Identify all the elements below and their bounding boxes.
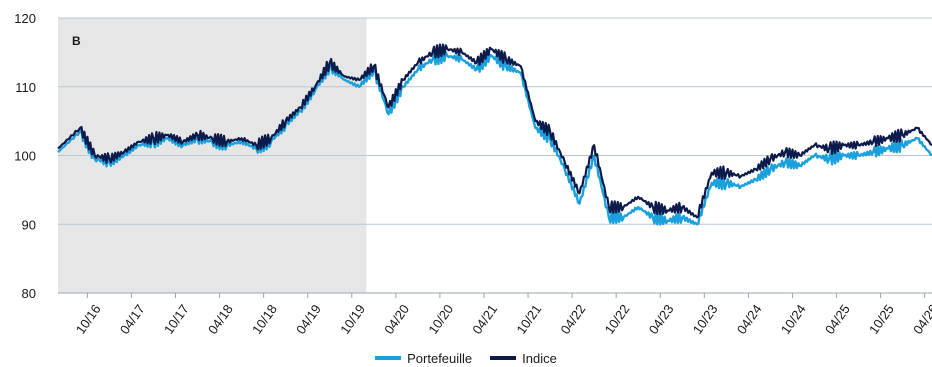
x-tick-label: 10/20 [425, 302, 456, 337]
x-tick-label: 04/17 [117, 302, 148, 337]
x-tick-label: 10/23 [690, 302, 721, 337]
x-tick-label: 04/19 [293, 302, 324, 337]
x-tick-label: 04/23 [646, 302, 677, 337]
legend-label: Indice [522, 350, 557, 366]
legend-label: Portefeuille [407, 350, 473, 366]
x-tick-label: 04/22 [557, 302, 588, 337]
region-marker: B [72, 34, 81, 48]
y-tick-label: 100 [14, 149, 36, 164]
x-tick-label: 04/26 [910, 302, 932, 337]
y-tick-label: 120 [14, 11, 36, 26]
x-tick-label: 10/18 [249, 302, 280, 337]
x-tick-label: 10/19 [337, 302, 368, 337]
y-tick-label: 90 [22, 217, 36, 232]
legend-item-portefeuille: Portefeuille [375, 351, 472, 366]
x-tick-label: 10/21 [513, 302, 544, 337]
x-tick-label: 04/18 [205, 302, 236, 337]
y-tick-label: 110 [15, 80, 36, 95]
chart-legend: Portefeuille Indice [0, 349, 932, 367]
series-line-indice [57, 43, 932, 219]
x-tick-label: 10/24 [778, 302, 809, 337]
legend-swatch [490, 356, 517, 360]
x-tick-label: 04/20 [381, 302, 412, 337]
legend-swatch [375, 356, 402, 360]
x-tick-label: 10/17 [161, 302, 192, 337]
x-tick-label: 10/16 [73, 302, 104, 337]
x-tick-label: 04/25 [822, 302, 853, 337]
legend-item-indice: Indice [490, 351, 557, 366]
x-tick-label: 04/24 [734, 302, 765, 337]
x-tick-label: 10/25 [866, 302, 897, 337]
x-tick-label: 04/21 [469, 302, 500, 337]
y-tick-label: 80 [22, 286, 36, 301]
x-tick-label: 10/22 [602, 302, 633, 337]
